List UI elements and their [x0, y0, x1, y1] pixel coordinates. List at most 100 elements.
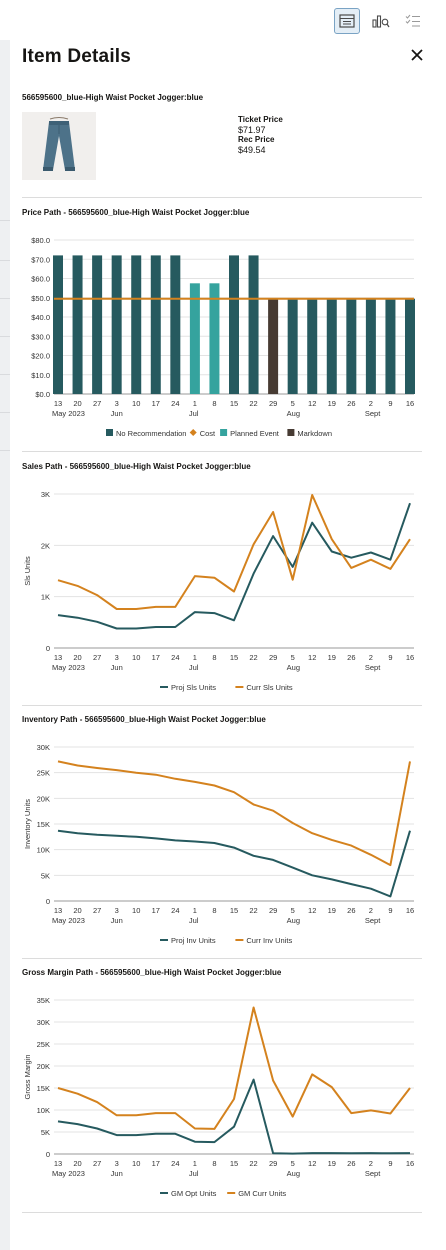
x-tick-label: 2 [369, 399, 373, 408]
legend-label: Proj Inv Units [171, 936, 216, 945]
y-tick-label: 15K [37, 1084, 50, 1093]
x-tick-label: 10 [132, 1159, 140, 1168]
x-tick-label: 20 [73, 1159, 81, 1168]
x-tick-label: 29 [269, 399, 277, 408]
y-tick-label: $60.0 [31, 275, 50, 284]
x-tick-label: 26 [347, 399, 355, 408]
month-label: May 2023 [52, 409, 85, 418]
x-tick-label: 19 [328, 906, 336, 915]
y-axis-label: Gross Margin [23, 1054, 32, 1099]
chart-search-icon [372, 15, 390, 28]
strip-line [0, 450, 10, 451]
x-tick-label: 5 [291, 399, 295, 408]
price-bar [150, 255, 161, 394]
x-tick-label: 9 [388, 399, 392, 408]
series-line-proj [57, 1078, 411, 1155]
x-tick-label: 13 [54, 653, 62, 662]
legend-label: Curr Sls Units [246, 683, 293, 692]
series-line-proj [57, 829, 411, 898]
x-tick-label: 19 [328, 399, 336, 408]
x-tick-label: 17 [152, 906, 160, 915]
x-tick-label: 15 [230, 399, 238, 408]
x-tick-label: 1 [193, 906, 197, 915]
y-tick-label: $30.0 [31, 332, 50, 341]
month-label: Jun [111, 916, 123, 925]
x-tick-label: 3 [115, 1159, 119, 1168]
x-tick-label: 8 [212, 1159, 216, 1168]
price-bar [268, 298, 279, 394]
y-tick-label: $10.0 [31, 371, 50, 380]
x-tick-label: 26 [347, 1159, 355, 1168]
legend-swatch [220, 429, 228, 436]
x-tick-label: 15 [230, 906, 238, 915]
price-bar [170, 255, 181, 394]
month-label: May 2023 [52, 663, 85, 672]
table-view-button[interactable] [334, 8, 360, 34]
price-bar [111, 255, 122, 394]
series-line-curr [57, 1006, 411, 1130]
y-tick-label: $50.0 [31, 294, 50, 303]
x-tick-label: 26 [347, 906, 355, 915]
price-bar [405, 298, 415, 394]
gross-margin-path-chart: 0 5K 10K 15K 20K 25K 30K 35K Gross Margin 13 20 27 3… [23, 996, 414, 1198]
x-tick-label: 3 [115, 906, 119, 915]
y-axis-label: Inventory Units [23, 799, 32, 849]
price-bar [72, 255, 83, 394]
close-icon[interactable] [408, 46, 426, 64]
divider [22, 1212, 422, 1213]
y-tick-label: 2K [41, 541, 50, 550]
x-tick-label: 10 [132, 906, 140, 915]
divider [22, 197, 422, 198]
month-label: Aug [287, 916, 300, 925]
checklist-icon [405, 14, 420, 27]
y-tick-label: 15K [37, 820, 50, 829]
legend-label: Proj Sls Units [171, 683, 216, 692]
month-label: Sept [365, 916, 381, 925]
x-tick-label: 9 [388, 906, 392, 915]
x-tick-label: 13 [54, 399, 62, 408]
x-tick-label: 8 [212, 399, 216, 408]
strip-line [0, 260, 10, 261]
x-tick-label: 8 [212, 653, 216, 662]
x-tick-label: 1 [193, 399, 197, 408]
x-tick-label: 13 [54, 906, 62, 915]
x-tick-label: 27 [93, 653, 101, 662]
y-tick-label: $20.0 [31, 352, 50, 361]
toolbar [10, 0, 446, 40]
checklist-button[interactable] [400, 8, 426, 34]
x-tick-label: 5 [291, 1159, 295, 1168]
legend-swatch [106, 429, 113, 436]
x-tick-label: 29 [269, 906, 277, 915]
x-tick-label: 19 [328, 653, 336, 662]
x-tick-label: 12 [308, 653, 316, 662]
chart-search-button[interactable] [368, 8, 394, 34]
y-tick-label: $40.0 [31, 313, 50, 322]
y-tick-label: 25K [37, 769, 50, 778]
month-label: Sept [365, 409, 381, 418]
page-title: Item Details [22, 46, 132, 67]
price-path-title: Price Path - 566595600_blue-High Waist P… [22, 208, 250, 217]
x-tick-label: 20 [73, 653, 81, 662]
x-tick-label: 20 [73, 906, 81, 915]
y-tick-label: 0 [46, 1150, 50, 1159]
legend-label: Markdown [297, 429, 332, 438]
x-tick-label: 26 [347, 653, 355, 662]
x-tick-label: 29 [269, 653, 277, 662]
x-tick-label: 16 [406, 1159, 414, 1168]
month-label: May 2023 [52, 916, 85, 925]
y-tick-label: 3K [41, 490, 50, 499]
x-tick-label: 1 [193, 653, 197, 662]
series-line-curr [57, 760, 411, 867]
y-tick-label: $70.0 [31, 255, 50, 264]
x-tick-label: 5 [291, 906, 295, 915]
x-tick-label: 16 [406, 653, 414, 662]
x-tick-label: 20 [73, 399, 81, 408]
ticket-price-label: Ticket Price [238, 115, 283, 124]
strip-line [0, 412, 10, 413]
strip-line [0, 220, 10, 221]
x-tick-label: 24 [171, 399, 179, 408]
x-tick-label: 3 [115, 653, 119, 662]
table-view-icon [339, 14, 355, 28]
month-label: Sept [365, 663, 381, 672]
x-tick-label: 27 [93, 906, 101, 915]
